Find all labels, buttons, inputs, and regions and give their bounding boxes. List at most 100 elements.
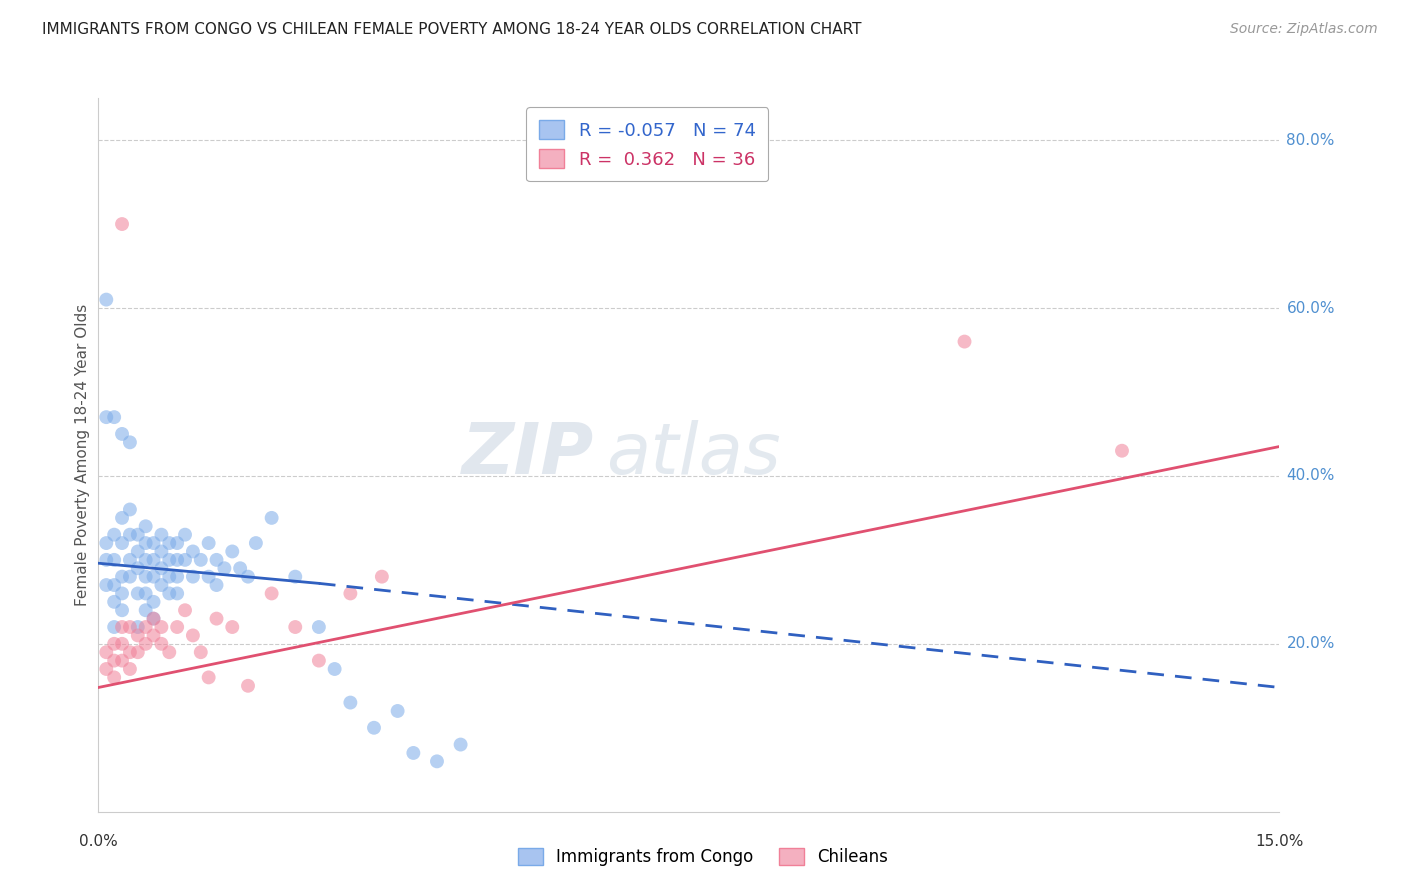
Point (197, 536, 219, 550)
Point (181, 544, 204, 558)
Point (103, 670, 125, 684)
Point (103, 620, 125, 634)
Point (135, 586, 157, 600)
Point (363, 721, 385, 735)
Point (166, 569, 188, 583)
Point (426, 755, 449, 769)
Point (118, 435, 141, 450)
Point (260, 511, 283, 525)
Point (205, 578, 228, 592)
Point (284, 620, 307, 634)
Text: 0.0%: 0.0% (79, 834, 118, 849)
Point (111, 217, 134, 231)
Text: ZIP: ZIP (463, 420, 595, 490)
Point (308, 620, 330, 634)
Point (245, 536, 267, 550)
Point (96, 553, 118, 567)
Point (118, 620, 141, 634)
Point (236, 569, 259, 583)
Y-axis label: Female Poverty Among 18-24 Year Olds: Female Poverty Among 18-24 Year Olds (75, 304, 90, 606)
Point (127, 628, 149, 642)
Point (402, 746, 425, 760)
Point (111, 620, 134, 634)
Point (174, 527, 197, 541)
Point (387, 704, 409, 718)
Point (221, 544, 243, 558)
Point (103, 553, 125, 567)
Point (166, 553, 188, 567)
Point (96, 536, 118, 550)
Point (103, 637, 125, 651)
Point (142, 628, 165, 642)
Point (103, 527, 125, 541)
Point (118, 553, 141, 567)
Point (205, 612, 228, 626)
Point (96, 578, 118, 592)
Point (142, 553, 165, 567)
Text: 15.0%: 15.0% (1256, 834, 1303, 849)
Point (229, 561, 252, 575)
Point (135, 603, 157, 617)
Point (111, 637, 134, 651)
Point (157, 586, 180, 600)
Point (1111, 443, 1133, 458)
Point (953, 334, 976, 349)
Point (150, 620, 173, 634)
Point (150, 578, 173, 592)
Point (166, 586, 188, 600)
Point (111, 426, 134, 441)
Point (190, 553, 212, 567)
Point (111, 569, 134, 583)
Point (103, 654, 125, 668)
Point (174, 553, 197, 567)
Point (142, 612, 165, 626)
Point (111, 511, 134, 525)
Point (118, 569, 141, 583)
Point (127, 586, 149, 600)
Point (339, 586, 361, 600)
Point (339, 696, 361, 710)
Point (135, 569, 157, 583)
Point (157, 553, 180, 567)
Point (111, 536, 134, 550)
Point (118, 645, 141, 659)
Point (157, 536, 180, 550)
Point (135, 519, 157, 533)
Point (135, 620, 157, 634)
Point (236, 679, 259, 693)
Point (103, 595, 125, 609)
Text: atlas: atlas (606, 420, 780, 490)
Point (103, 410, 125, 425)
Point (135, 553, 157, 567)
Point (308, 654, 330, 668)
Point (157, 645, 180, 659)
Text: 80.0%: 80.0% (1286, 133, 1334, 147)
Point (190, 645, 212, 659)
Point (142, 595, 165, 609)
Point (197, 670, 219, 684)
Point (96, 410, 118, 425)
Point (96, 293, 118, 307)
Point (103, 578, 125, 592)
Point (96, 662, 118, 676)
Point (166, 620, 188, 634)
Point (142, 536, 165, 550)
Point (127, 544, 149, 558)
Point (214, 561, 236, 575)
Point (118, 662, 141, 676)
Point (127, 620, 149, 634)
Point (174, 603, 197, 617)
Point (111, 654, 134, 668)
Point (150, 561, 173, 575)
Point (260, 586, 283, 600)
Point (142, 612, 165, 626)
Point (111, 586, 134, 600)
Legend: Immigrants from Congo, Chileans: Immigrants from Congo, Chileans (510, 840, 896, 875)
Point (157, 569, 180, 583)
Point (135, 536, 157, 550)
Point (150, 544, 173, 558)
Point (150, 527, 173, 541)
Point (181, 628, 204, 642)
Point (118, 502, 141, 516)
Point (284, 569, 307, 583)
